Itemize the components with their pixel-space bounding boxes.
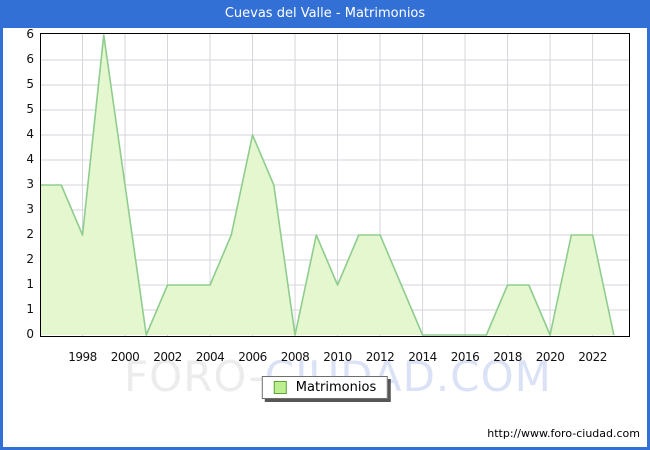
y-tick-label: 6	[26, 52, 34, 66]
legend-label: Matrimonios	[295, 380, 377, 395]
y-tick-label: 4	[26, 152, 34, 166]
site-url[interactable]: http://www.foro-ciudad.com	[487, 427, 640, 440]
x-tick-label: 2022	[578, 350, 607, 364]
x-tick-label: 2002	[153, 350, 182, 364]
area-fill	[40, 35, 614, 335]
x-tick-label: 2000	[110, 350, 140, 364]
y-tick-label: 4	[26, 127, 34, 141]
window-border-bottom	[0, 447, 650, 450]
chart-title: Cuevas del Valle - Matrimonios	[224, 6, 426, 21]
y-tick-label: 0	[26, 327, 34, 341]
x-tick-label: 1998	[68, 350, 97, 364]
legend-swatch-icon	[273, 381, 287, 394]
x-tick-label: 2006	[238, 350, 267, 364]
window-border-left	[0, 0, 3, 450]
grid-lines	[41, 34, 629, 336]
y-tick-label: 2	[26, 227, 34, 241]
y-tick-label: 2	[26, 252, 34, 266]
x-tick-label: 2016	[450, 350, 480, 364]
watermark-part1: FORO-	[124, 352, 265, 401]
y-tick-label: 5	[26, 102, 34, 116]
y-tick-label: 1	[26, 302, 34, 316]
x-tick-label: 2010	[323, 350, 352, 364]
x-tick-label: 2004	[195, 350, 225, 364]
y-tick-label: 3	[26, 202, 34, 216]
data-line	[40, 34, 615, 336]
plot-border	[40, 33, 630, 337]
title-bar: Cuevas del Valle - Matrimonios	[0, 0, 650, 28]
window-border-right	[647, 0, 650, 450]
x-tick-label: 2008	[280, 350, 310, 364]
y-tick-label: 6	[26, 27, 34, 41]
legend: Matrimonios	[261, 376, 389, 399]
y-tick-label: 5	[26, 77, 34, 91]
x-tick-label: 2014	[408, 350, 437, 364]
y-tick-label: 1	[26, 277, 34, 291]
plot-svg	[40, 33, 630, 337]
x-tick-label: 2020	[535, 350, 565, 364]
x-tick-label: 2012	[365, 350, 395, 364]
y-tick-label: 3	[26, 177, 34, 191]
x-tick-label: 2018	[493, 350, 522, 364]
